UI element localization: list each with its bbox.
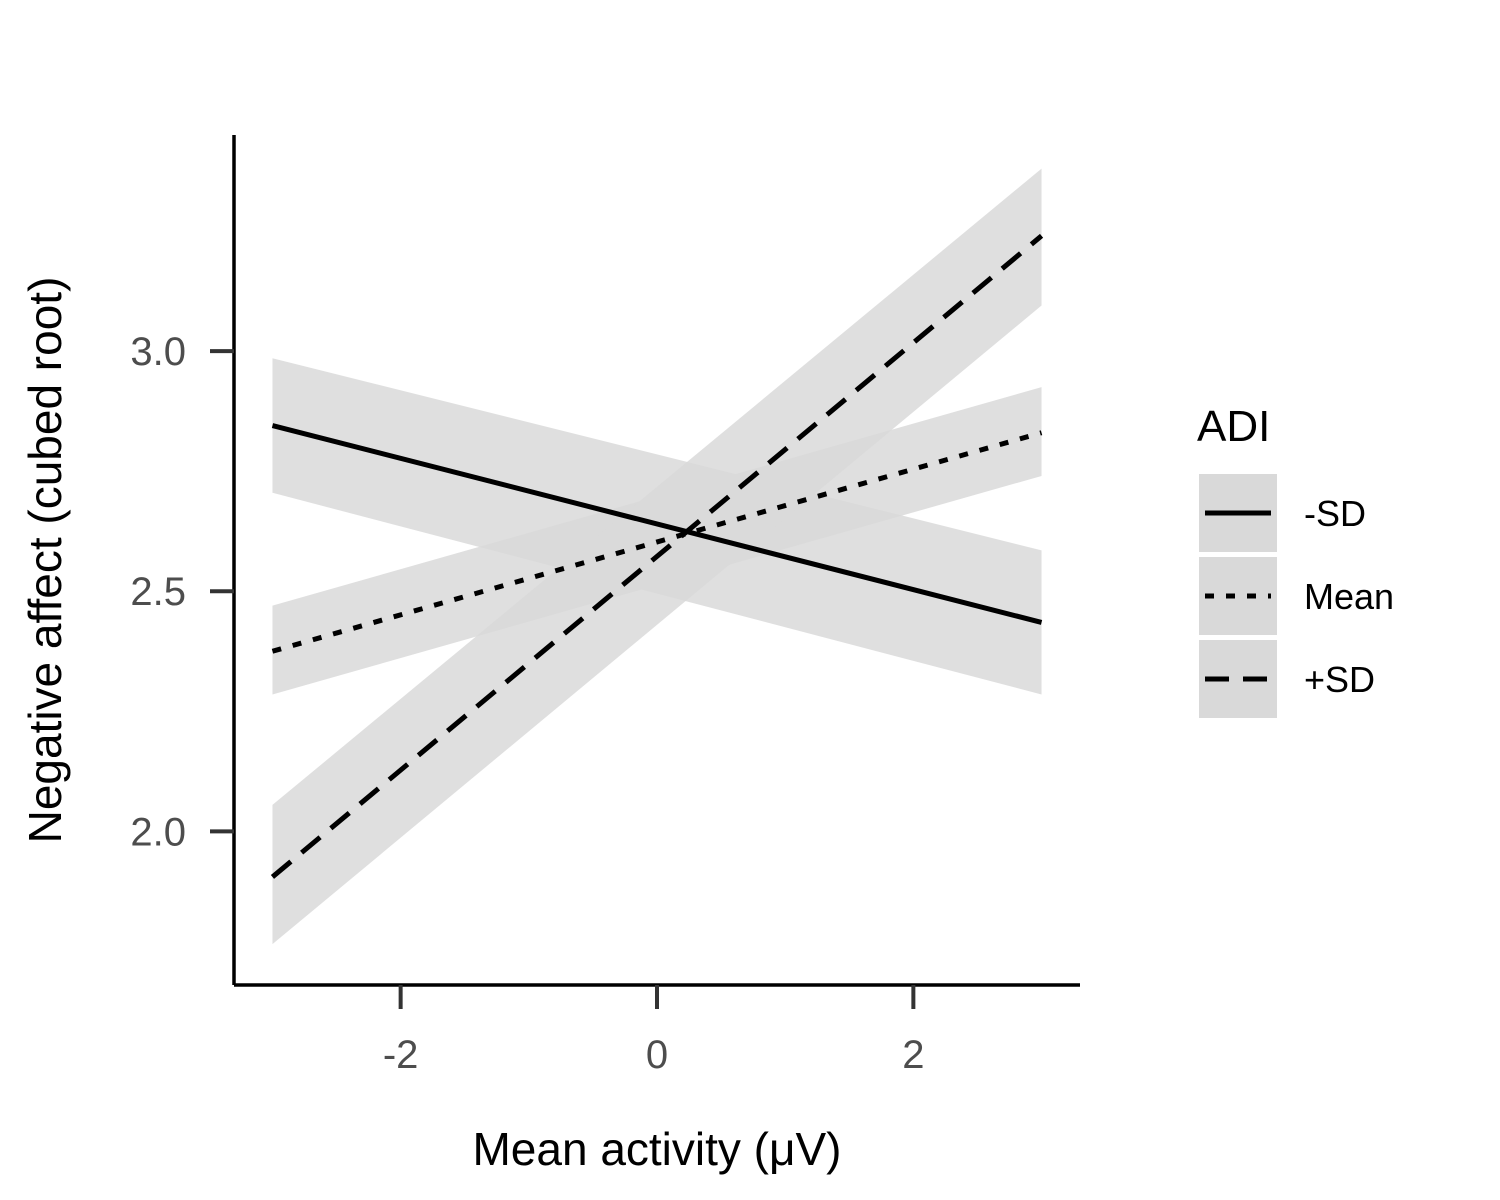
series-lines — [270, 233, 1044, 879]
y-axis-title: Negative affect (cubed root) — [19, 277, 71, 844]
y-tick-label: 3.0 — [130, 330, 186, 374]
x-tick-label: 0 — [646, 1033, 668, 1077]
legend-item-minus-sd: -SD — [1199, 474, 1366, 552]
y-ticks: 2.0 2.5 3.0 — [130, 330, 234, 854]
legend-title: ADI — [1197, 402, 1270, 451]
legend-label: -SD — [1304, 493, 1366, 534]
y-tick-label: 2.5 — [130, 570, 186, 614]
line-mean — [271, 430, 1043, 654]
y-tick-label: 2.0 — [130, 810, 186, 854]
legend: ADI -SD Mean +SD — [1197, 402, 1394, 718]
legend-item-plus-sd: +SD — [1199, 640, 1375, 718]
x-tick-label: 2 — [902, 1033, 924, 1077]
x-tick-label: -2 — [383, 1033, 419, 1077]
line-minus-sd — [271, 423, 1043, 625]
x-axis-title: Mean activity (μV) — [472, 1123, 841, 1175]
x-ticks: -2 0 2 — [383, 985, 924, 1077]
legend-item-mean: Mean — [1199, 557, 1394, 635]
legend-items: -SD Mean +SD — [1199, 474, 1394, 718]
legend-label: +SD — [1304, 659, 1375, 700]
legend-label: Mean — [1304, 576, 1394, 617]
line-plus-sd — [270, 233, 1044, 879]
